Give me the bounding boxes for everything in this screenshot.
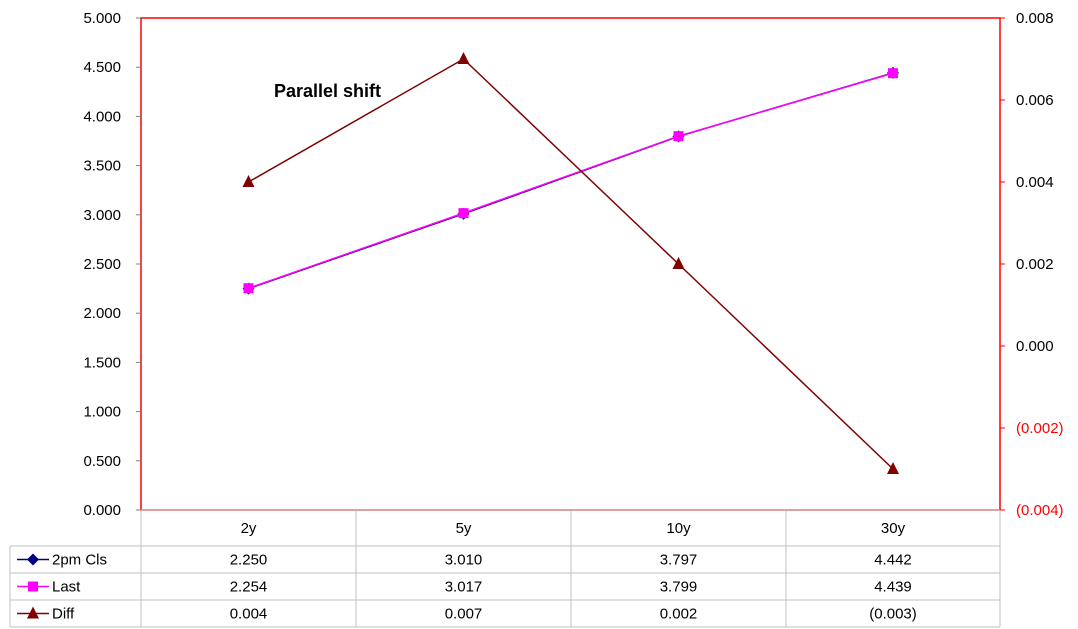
right-tick-label: 0.004 <box>1016 174 1054 191</box>
plot-area <box>140 17 1001 511</box>
data-table: 2y 5y 10y 30y 2pm Cls 2.250 3.010 3.797 4.442 Las… <box>9 509 1001 628</box>
category-label: 5y <box>456 520 472 537</box>
right-tick-label: 0.000 <box>1016 338 1054 355</box>
table-cell: 3.797 <box>660 552 698 569</box>
series-layer <box>242 52 899 474</box>
table-cell: (0.003) <box>869 606 917 623</box>
table-cell: 3.799 <box>660 579 698 596</box>
table-cell: 4.442 <box>874 552 912 569</box>
table-cell: 0.002 <box>660 606 698 623</box>
left-tick-label: 2.500 <box>83 256 121 273</box>
table-cell: 4.439 <box>874 579 912 596</box>
left-tick-label: 4.000 <box>83 108 121 125</box>
data-point-last <box>458 208 469 219</box>
category-label: 30y <box>881 520 906 537</box>
table-cell: 0.007 <box>445 606 483 623</box>
data-point-diff <box>242 175 255 187</box>
data-point-diff <box>887 462 899 474</box>
left-tick-label: 0.500 <box>83 453 121 470</box>
legend-key-marker <box>27 606 39 619</box>
right-tick-label: (0.004) <box>1016 502 1064 519</box>
left-tick-label: 3.000 <box>83 207 121 224</box>
series-line-diff <box>248 58 894 470</box>
left-tick-label: 2.000 <box>83 305 121 322</box>
table-cell: 0.004 <box>230 606 268 623</box>
left-tick-label: 5.000 <box>83 10 121 27</box>
table-cell: 2.250 <box>230 552 268 569</box>
plot-border <box>140 17 1001 511</box>
table-cell: 2.254 <box>230 579 268 596</box>
table-cell: 3.010 <box>445 552 483 569</box>
right-tick-label: 0.008 <box>1016 10 1054 27</box>
data-point-diff <box>672 257 685 269</box>
data-point-last <box>243 283 254 294</box>
data-point-last <box>888 68 898 79</box>
right-tick-label: (0.002) <box>1016 420 1064 437</box>
left-tick-label: 0.000 <box>83 502 121 519</box>
table-cell: 3.017 <box>445 579 483 596</box>
right-tick-label: 0.002 <box>1016 256 1054 273</box>
left-axis: 0.000 0.500 1.000 1.500 2.000 2.500 3.000 3.500… <box>83 10 141 519</box>
legend-label: 2pm Cls <box>52 552 107 569</box>
legend-key-marker <box>27 553 39 566</box>
chart-title: Parallel shift <box>274 81 381 101</box>
left-tick-label: 1.000 <box>83 404 121 421</box>
category-label: 10y <box>666 520 691 537</box>
legend-label: Last <box>52 579 81 596</box>
data-point-diff <box>457 52 470 64</box>
right-tick-label: 0.006 <box>1016 92 1054 109</box>
data-point-last <box>673 131 684 142</box>
left-tick-label: 1.500 <box>83 354 121 371</box>
right-axis: (0.004) (0.002) 0.000 0.002 0.004 0.006 0.008 <box>1000 10 1064 519</box>
legend-label: Diff <box>52 606 75 623</box>
category-label: 2y <box>241 520 257 537</box>
left-tick-label: 3.500 <box>83 158 121 175</box>
left-tick-label: 4.500 <box>83 59 121 76</box>
legend-key-marker <box>28 581 38 592</box>
series-line-last <box>248 72 894 289</box>
